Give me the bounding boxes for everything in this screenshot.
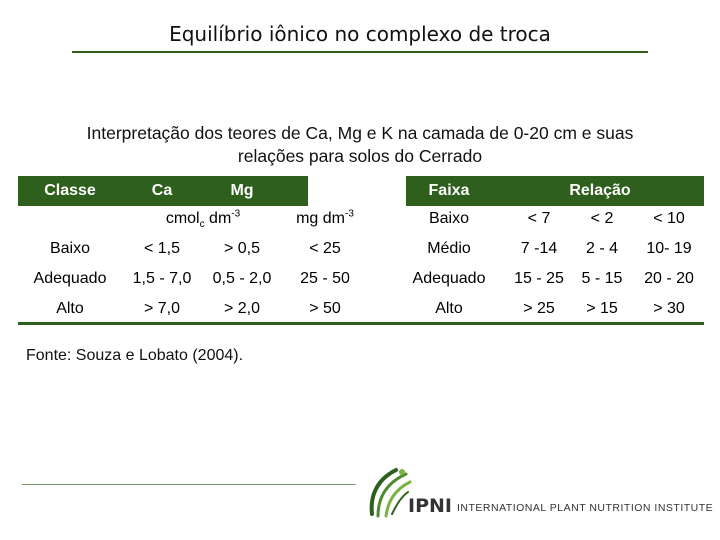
ca-cell: < 1,5	[143, 240, 181, 257]
table-row: Alto > 7,0 > 2,0 > 50 Alto > 25 > 15 > 3…	[0, 294, 720, 324]
mg-cell: 0,5 - 2,0	[212, 270, 272, 287]
table-row: Baixo < 1,5 > 0,5 < 25 Médio 7 -14 2 - 4…	[0, 234, 720, 264]
k-cell: > 50	[309, 300, 341, 317]
unit-k: mg dm-3	[296, 208, 354, 227]
footer-rule	[22, 484, 356, 485]
relacao-cell: < 2	[590, 210, 614, 227]
k-cell: < 25	[309, 240, 341, 257]
wheat-leaf-logo-icon	[369, 468, 412, 518]
header-classe: Classe	[44, 182, 96, 199]
title-underline	[72, 51, 648, 53]
left-table-bottom-rule	[18, 322, 404, 325]
header-mg: Mg	[230, 182, 254, 199]
unit-ca-mg: cmolc dm-3	[165, 208, 241, 231]
subtitle-line-2: relações para solos do Cerrado	[237, 146, 483, 166]
classe-cell: Baixo	[49, 240, 91, 257]
subtitle-line-1: Interpretação dos teores de Ca, Mg e K n…	[86, 123, 634, 143]
table-row: cmolc dm-3 mg dm-3 Baixo < 7 < 2 < 10	[0, 204, 720, 234]
header-relacao: Relação	[569, 182, 631, 199]
relacao-cell: 20 - 20	[644, 270, 694, 287]
right-table-bottom-rule	[404, 322, 704, 325]
faixa-cell: Adequado	[412, 270, 486, 287]
header-faixa: Faixa	[428, 182, 470, 199]
relacao-cell: > 25	[523, 300, 555, 317]
relacao-cell: 2 - 4	[585, 240, 618, 257]
table-header-row: Classe Ca Mg K Faixa Relação	[0, 176, 720, 206]
logo-name: IPNI	[408, 495, 452, 517]
table-row: Adequado 1,5 - 7,0 0,5 - 2,0 25 - 50 Ade…	[0, 264, 720, 294]
relacao-cell: 7 -14	[520, 240, 558, 257]
ca-cell: 1,5 - 7,0	[132, 270, 192, 287]
right-header-background	[406, 176, 704, 206]
mg-cell: > 2,0	[223, 300, 261, 317]
classe-cell: Adequado	[33, 270, 107, 287]
relacao-cell: > 30	[653, 300, 685, 317]
relacao-cell: < 7	[527, 210, 551, 227]
faixa-cell: Médio	[427, 240, 471, 257]
relacao-cell: 10- 19	[646, 240, 692, 257]
ca-cell: > 7,0	[143, 300, 181, 317]
relacao-cell: > 15	[586, 300, 618, 317]
classe-cell: Alto	[56, 300, 84, 317]
header-k: K	[319, 182, 331, 199]
slide-subtitle: Interpretação dos teores de Ca, Mg e K n…	[30, 122, 690, 168]
k-cell: 25 - 50	[300, 270, 350, 287]
source-citation: Fonte: Souza e Lobato (2004).	[26, 347, 244, 364]
relacao-cell: 5 - 15	[581, 270, 623, 287]
left-header-background	[18, 176, 308, 206]
faixa-cell: Alto	[435, 300, 463, 317]
header-ca: Ca	[151, 182, 173, 199]
slide-title: Equilíbrio iônico no complexo de troca	[169, 22, 551, 46]
logo-full-name: INTERNATIONAL PLANT NUTRITION INSTITUTE	[457, 502, 714, 514]
faixa-cell: Baixo	[428, 210, 470, 227]
relacao-cell: 15 - 25	[514, 270, 564, 287]
mg-cell: > 0,5	[223, 240, 261, 257]
relacao-cell: < 10	[653, 210, 685, 227]
